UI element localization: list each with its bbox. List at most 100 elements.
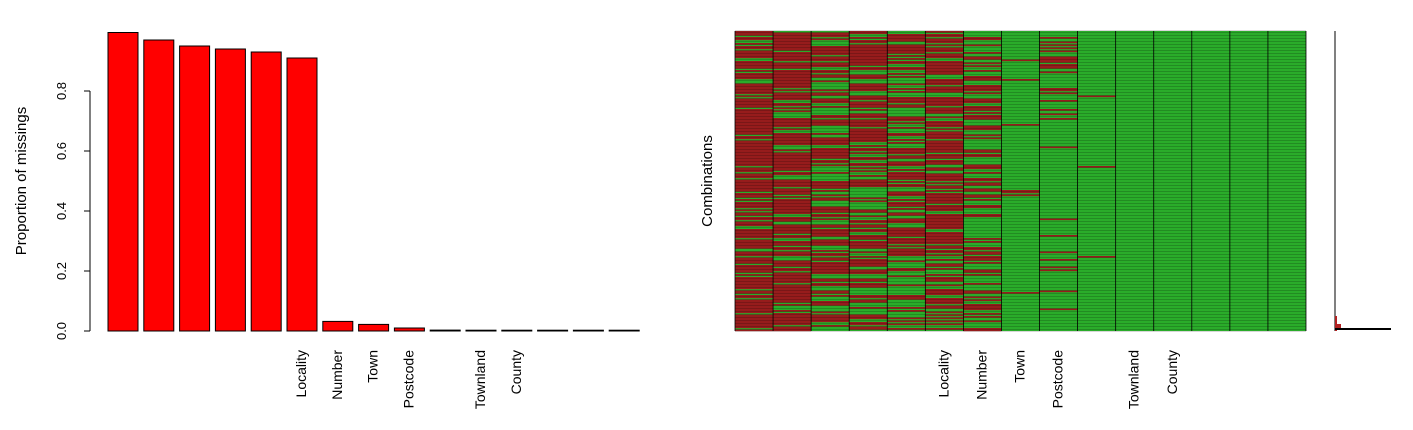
heatmap-missing-cell xyxy=(887,208,926,210)
heatmap-missing-cell xyxy=(735,284,774,287)
heatmap-missing-cell xyxy=(735,50,774,53)
heatmap-missing-cell xyxy=(925,124,964,126)
heatmap-missing-cell xyxy=(773,74,812,77)
heatmap-missing-cell xyxy=(773,65,812,68)
heatmap-missing-cell xyxy=(887,194,926,197)
heatmap-missing-cell xyxy=(963,305,1002,308)
heatmap-missing-cell xyxy=(887,178,926,180)
heatmap-missing-cell xyxy=(773,94,812,96)
heatmap-missing-cell xyxy=(811,244,850,246)
heatmap-missing-cell xyxy=(735,233,774,236)
heatmap-missing-cell xyxy=(773,154,812,156)
heatmap-missing-cell xyxy=(1039,37,1078,39)
heatmap-missing-cell xyxy=(1039,92,1078,95)
heatmap-missing-cell xyxy=(963,37,1002,39)
heatmap-missing-cell xyxy=(773,43,812,45)
heatmap-missing-cell xyxy=(735,187,774,189)
heatmap-missing-cell xyxy=(1001,190,1040,192)
heatmap-missing-cell xyxy=(963,100,1002,102)
heatmap-missing-cell xyxy=(735,286,774,288)
heatmap-missing-cell xyxy=(773,95,812,98)
heatmap-missing-cell xyxy=(773,322,812,324)
heatmap-missing-cell xyxy=(925,140,964,143)
heatmap-missing-cell xyxy=(735,124,774,126)
heatmap-missing-cell xyxy=(925,205,964,207)
heatmap-missing-cell xyxy=(811,52,850,54)
heatmap-missing-cell xyxy=(811,187,850,189)
heatmap-missing-cell xyxy=(773,230,812,233)
heatmap-missing-cell xyxy=(849,224,888,227)
heatmap-missing-cell xyxy=(849,62,888,65)
heatmap-missing-cell xyxy=(925,131,964,134)
heatmap-missing-cell xyxy=(887,175,926,177)
heatmap-missing-cell xyxy=(811,190,850,192)
heatmap-missing-cell xyxy=(773,314,812,317)
bar xyxy=(572,329,604,332)
heatmap-missing-cell xyxy=(773,97,812,99)
heatmap-missing-cell xyxy=(735,259,774,261)
heatmap-missing-cell xyxy=(735,127,774,129)
heatmap-missing-cell xyxy=(925,199,964,201)
heatmap-missing-cell xyxy=(963,166,1002,168)
heatmap-missing-cell xyxy=(887,254,926,257)
heatmap-missing-cell xyxy=(735,151,774,153)
heatmap-missing-cell xyxy=(773,59,812,62)
heatmap-missing-cell xyxy=(849,295,888,297)
heatmap-missing-cell xyxy=(735,295,774,297)
heatmap-missing-cell xyxy=(811,164,850,167)
heatmap-missing-cell xyxy=(735,130,774,132)
heatmap-missing-cell xyxy=(925,232,964,234)
heatmap-missing-cell xyxy=(811,316,850,318)
heatmap-missing-cell xyxy=(811,232,850,234)
heatmap-missing-cell xyxy=(1001,292,1040,294)
heatmap-missing-cell xyxy=(887,268,926,270)
heatmap-missing-cell xyxy=(925,155,964,158)
bar xyxy=(322,320,354,332)
heatmap-missing-cell xyxy=(773,260,812,263)
heatmap-missing-cell xyxy=(811,70,850,72)
heatmap-missing-cell xyxy=(735,296,774,299)
heatmap-missing-cell xyxy=(735,140,774,143)
heatmap-missing-cell xyxy=(773,143,812,146)
heatmap-missing-cell xyxy=(925,80,964,83)
heatmap-missing-cell xyxy=(735,247,774,249)
heatmap-missing-cell xyxy=(887,184,926,186)
heatmap-missing-cell xyxy=(811,311,850,314)
heatmap-missing-cell xyxy=(963,134,1002,137)
heatmap-missing-cell xyxy=(811,65,850,68)
heatmap-missing-cell xyxy=(849,244,888,246)
heatmap-missing-cell xyxy=(1039,118,1078,120)
heatmap-missing-cell xyxy=(811,209,850,212)
heatmap-missing-cell xyxy=(735,317,774,320)
heatmap-missing-cell xyxy=(925,241,964,243)
heatmap-missing-cell xyxy=(849,152,888,155)
heatmap-missing-cell xyxy=(925,179,964,182)
heatmap-missing-cell xyxy=(849,137,888,140)
heatmap-missing-cell xyxy=(735,160,774,162)
heatmap-missing-cell xyxy=(963,316,1002,318)
heatmap-missing-cell xyxy=(887,298,926,300)
heatmap-missing-cell xyxy=(735,242,774,245)
heatmap-missing-cell xyxy=(1039,59,1078,62)
heatmap-missing-cell xyxy=(887,52,926,54)
heatmap-missing-cell xyxy=(735,217,774,219)
heatmap-missing-cell xyxy=(963,77,1002,80)
heatmap-missing-cell xyxy=(849,238,888,240)
heatmap-missing-cell xyxy=(887,295,926,297)
heatmap-missing-cell xyxy=(811,74,850,77)
heatmap-missing-cell xyxy=(887,62,926,65)
heatmap-missing-cell xyxy=(811,32,850,35)
heatmap-missing-cell xyxy=(811,241,850,243)
heatmap-missing-cell xyxy=(773,248,812,251)
heatmap-missing-cell xyxy=(887,101,926,104)
heatmap-missing-cell xyxy=(849,245,888,248)
heatmap-missing-cell xyxy=(811,280,850,282)
heatmap-missing-cell xyxy=(849,283,888,285)
heatmap-missing-cell xyxy=(925,107,964,110)
heatmap-missing-cell xyxy=(773,79,812,81)
heatmap-missing-cell xyxy=(811,50,850,53)
heatmap-missing-cell xyxy=(735,179,774,182)
heatmap-missing-cell xyxy=(925,208,964,210)
heatmap-missing-cell xyxy=(773,196,812,198)
heatmap-missing-cell xyxy=(735,118,774,120)
